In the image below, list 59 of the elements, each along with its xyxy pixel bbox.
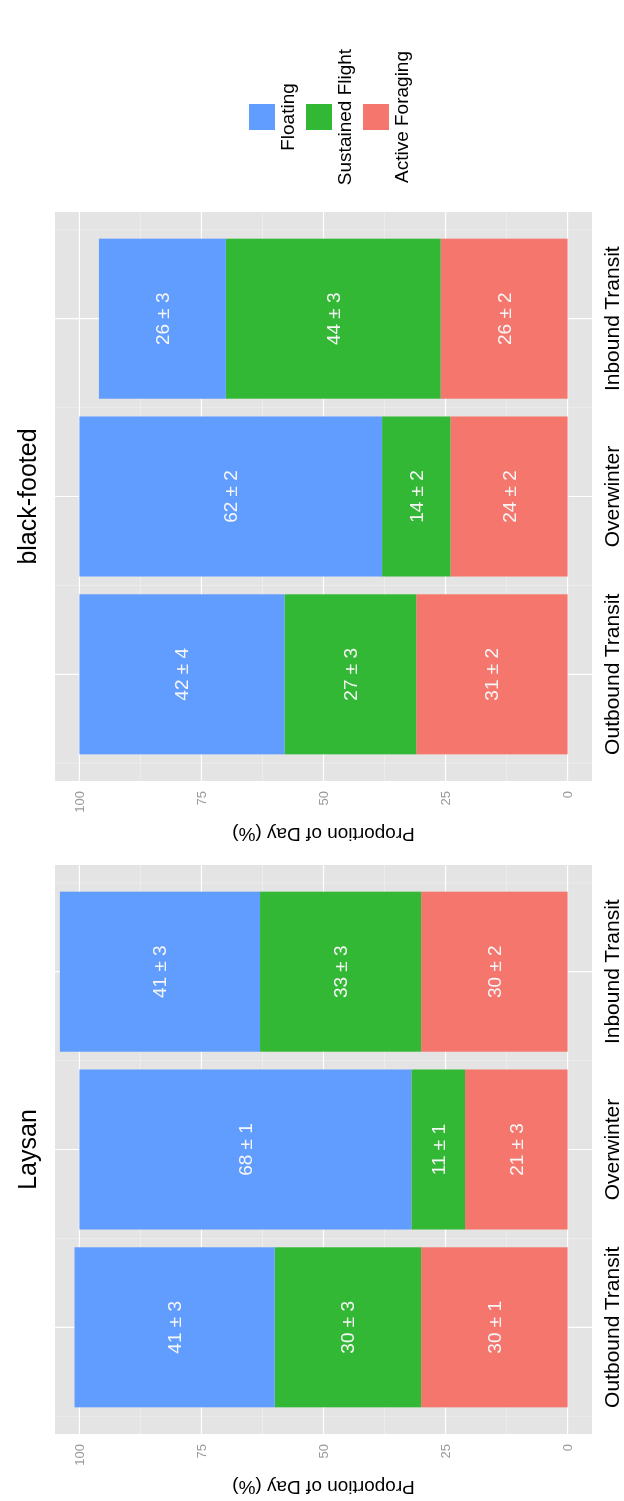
data-label: 33 ± 3	[330, 945, 352, 999]
data-label: 30 ± 3	[337, 1300, 359, 1354]
x-tick-label: 50	[316, 1444, 331, 1459]
bar	[79, 1069, 412, 1230]
data-label: 44 ± 3	[322, 292, 344, 346]
bar	[274, 1247, 422, 1408]
y-tick-label: Outbound Transit	[600, 593, 623, 755]
x-tick-label: 100	[71, 791, 87, 813]
data-label: 26 ± 3	[151, 292, 173, 346]
bar	[59, 891, 261, 1052]
bar	[225, 238, 441, 399]
x-axis-title: Proportion of Day (%)	[232, 823, 415, 845]
bar	[382, 416, 451, 577]
data-label: 31 ± 2	[481, 647, 503, 701]
bar	[421, 891, 568, 1052]
x-tick-label: 50	[316, 791, 331, 806]
bar	[450, 416, 568, 577]
x-axis-title: Proportion of Day (%)	[232, 1476, 415, 1498]
x-tick-label: 100	[71, 1444, 87, 1466]
bar	[260, 891, 422, 1052]
data-label: 30 ± 2	[483, 945, 505, 999]
bar	[411, 1069, 466, 1230]
bar	[79, 416, 383, 577]
data-label: 24 ± 2	[498, 470, 520, 523]
x-tick-label: 75	[193, 791, 209, 806]
x-tick-label: 25	[438, 1444, 454, 1459]
x-tick-label: 75	[193, 1444, 209, 1459]
data-label: 62 ± 2	[220, 470, 242, 523]
bar	[465, 1069, 568, 1230]
data-label: 11 ± 1	[427, 1123, 449, 1176]
text: Laysan	[13, 1109, 41, 1190]
y-tick-label: Overwinter	[600, 445, 623, 548]
data-label: 21 ± 3	[505, 1123, 527, 1176]
data-label: 27 ± 3	[339, 647, 361, 701]
text: black-footed	[13, 428, 41, 565]
data-label: 41 ± 3	[164, 1300, 186, 1354]
bar	[79, 594, 285, 755]
y-tick-label: Outbound Transit	[600, 1246, 623, 1408]
data-label: 68 ± 1	[234, 1123, 256, 1176]
y-tick-label: Inbound Transit	[600, 899, 623, 1045]
bar	[416, 594, 568, 755]
data-label: 41 ± 3	[149, 945, 171, 999]
bar	[98, 238, 226, 399]
y-tick-label: Overwinter	[600, 1098, 623, 1201]
data-label: 26 ± 2	[493, 292, 515, 346]
bar	[440, 238, 568, 399]
bar	[421, 1247, 568, 1408]
legend-label: Floating	[276, 83, 298, 151]
x-tick-label: 25	[438, 791, 454, 806]
legend-label: Active Foraging	[390, 50, 412, 184]
data-label: 30 ± 1	[483, 1300, 505, 1354]
data-label: 42 ± 4	[171, 647, 193, 701]
legend-label: Sustained Flight	[333, 48, 355, 186]
x-tick-label: 0	[560, 791, 576, 799]
x-tick-label: 0	[560, 1444, 576, 1452]
y-tick-label: Inbound Transit	[600, 246, 623, 392]
bar	[284, 594, 417, 755]
data-label: 14 ± 2	[405, 470, 427, 523]
bar	[74, 1247, 275, 1408]
